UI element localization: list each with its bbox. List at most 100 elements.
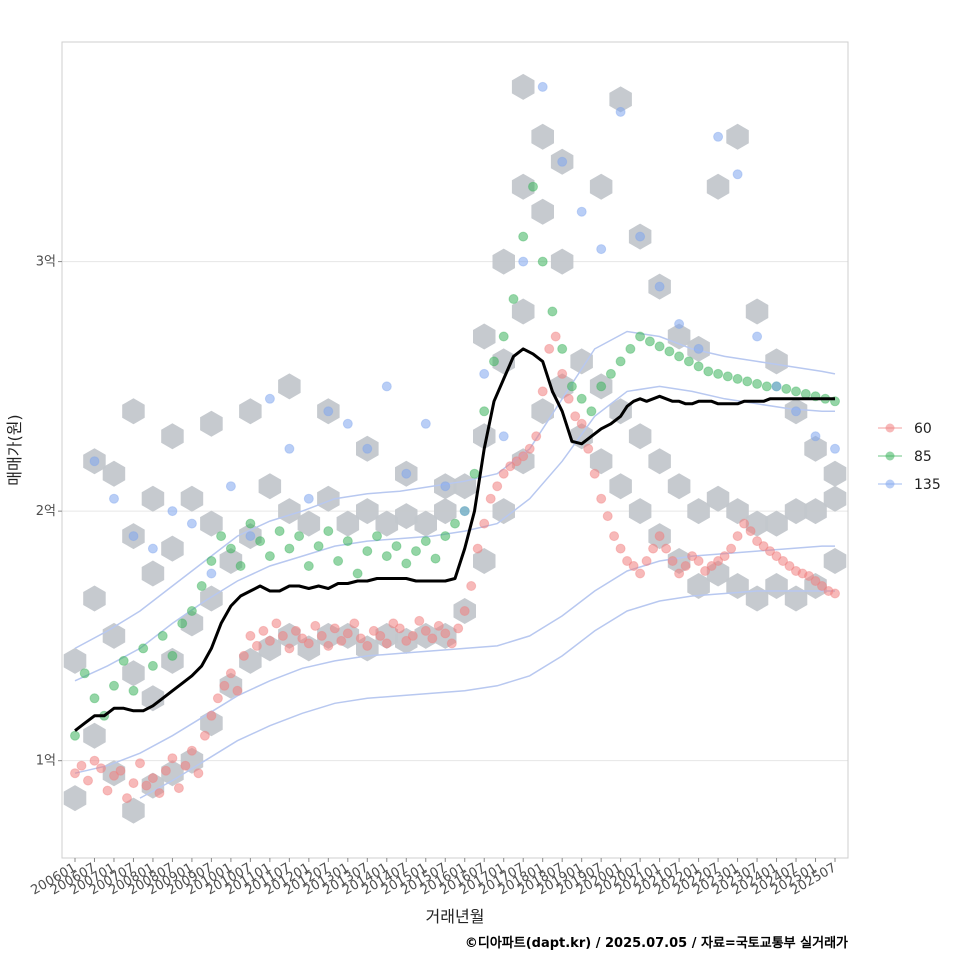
data-point-85 (186, 606, 197, 616)
data-point-60 (563, 393, 574, 404)
data-point-60 (576, 418, 587, 429)
data-point-85 (537, 256, 548, 267)
data-point-60 (381, 638, 392, 649)
data-point-60 (109, 770, 119, 781)
data-point-85 (761, 381, 772, 392)
data-point-135 (381, 381, 392, 392)
data-point-135 (732, 169, 743, 180)
data-point-85 (157, 630, 168, 641)
data-point-85 (508, 294, 519, 304)
hexbin (667, 473, 691, 500)
data-point-60 (141, 780, 152, 791)
data-point-85 (644, 336, 655, 347)
data-point-85 (274, 526, 285, 537)
data-point-60 (76, 760, 87, 771)
data-point-85 (264, 551, 275, 562)
hexbin (589, 448, 613, 475)
data-point-85 (654, 341, 665, 352)
data-point-85 (79, 668, 90, 679)
data-point-60 (433, 620, 444, 631)
data-point-60 (297, 633, 308, 644)
data-point-135 (615, 106, 626, 117)
hexbin (765, 573, 788, 599)
y-axis-ticks: 1억 2억 3억 (36, 255, 62, 769)
hexbin (63, 647, 87, 674)
data-point-85 (557, 343, 568, 354)
hexbin (375, 622, 399, 649)
data-point-60 (667, 556, 678, 566)
data-point-60 (544, 343, 555, 354)
data-point-135 (342, 418, 353, 429)
hexbin (141, 685, 165, 712)
data-point-85 (674, 351, 685, 362)
data-point-60 (271, 618, 282, 629)
data-point-60 (654, 531, 665, 542)
data-point-85 (333, 556, 344, 566)
hexbin (765, 510, 788, 537)
data-point-85 (391, 541, 402, 552)
data-point-135 (264, 393, 275, 404)
data-point-135 (401, 468, 412, 479)
data-point-85 (420, 536, 431, 547)
data-point-60 (648, 543, 659, 554)
data-point-60 (238, 650, 249, 661)
data-point-135 (167, 506, 178, 517)
data-point-85 (216, 531, 227, 542)
hexbin (823, 548, 847, 574)
data-point-60 (310, 620, 321, 631)
data-point-135 (284, 443, 295, 454)
data-point-60 (615, 543, 626, 554)
hexbin (141, 560, 165, 587)
data-point-85 (109, 680, 119, 691)
data-point-60 (700, 566, 711, 576)
hexbin (804, 435, 827, 462)
hexbin (473, 323, 496, 350)
data-point-85 (138, 643, 149, 654)
data-point-85 (342, 536, 353, 547)
data-point-60 (479, 518, 490, 529)
data-point-135 (109, 493, 119, 504)
data-point-60 (537, 386, 548, 397)
data-point-60 (232, 685, 243, 696)
data-point-60 (810, 576, 821, 586)
data-point-60 (596, 493, 607, 504)
data-point-60 (661, 543, 672, 554)
data-point-135 (537, 81, 548, 92)
data-point-60 (745, 526, 756, 537)
hexbin (784, 498, 808, 525)
data-point-135 (479, 368, 490, 379)
data-point-85 (498, 331, 509, 342)
data-point-60 (830, 588, 840, 599)
data-point-85 (430, 553, 441, 564)
hexbin (375, 510, 399, 537)
data-point-60 (83, 775, 93, 786)
data-point-135 (420, 418, 431, 429)
hexbin (511, 298, 535, 325)
data-point-135 (186, 518, 197, 529)
data-point-135 (791, 406, 801, 417)
data-point-85 (352, 568, 363, 579)
x-axis-title: 거래년월 (426, 907, 485, 926)
data-point-135 (89, 456, 100, 467)
hexbin (667, 323, 691, 350)
data-point-60 (628, 561, 639, 571)
trend-line-layer (74, 347, 835, 732)
data-point-60 (225, 668, 236, 679)
data-point-85 (605, 368, 616, 379)
data-point-85 (167, 650, 178, 661)
data-point-60 (128, 778, 139, 789)
data-point-60 (258, 625, 269, 636)
data-point-60 (472, 543, 483, 554)
data-point-60 (212, 693, 223, 704)
density-contour (139, 590, 835, 799)
hexbin (141, 485, 165, 512)
data-point-85 (576, 393, 587, 404)
data-point-60 (427, 633, 438, 644)
data-point-60 (732, 531, 743, 542)
data-point-85 (196, 581, 207, 591)
data-point-60 (368, 625, 379, 636)
y-tick-label: 1억 (36, 754, 56, 769)
data-point-60 (557, 368, 568, 379)
data-point-60 (771, 551, 782, 562)
